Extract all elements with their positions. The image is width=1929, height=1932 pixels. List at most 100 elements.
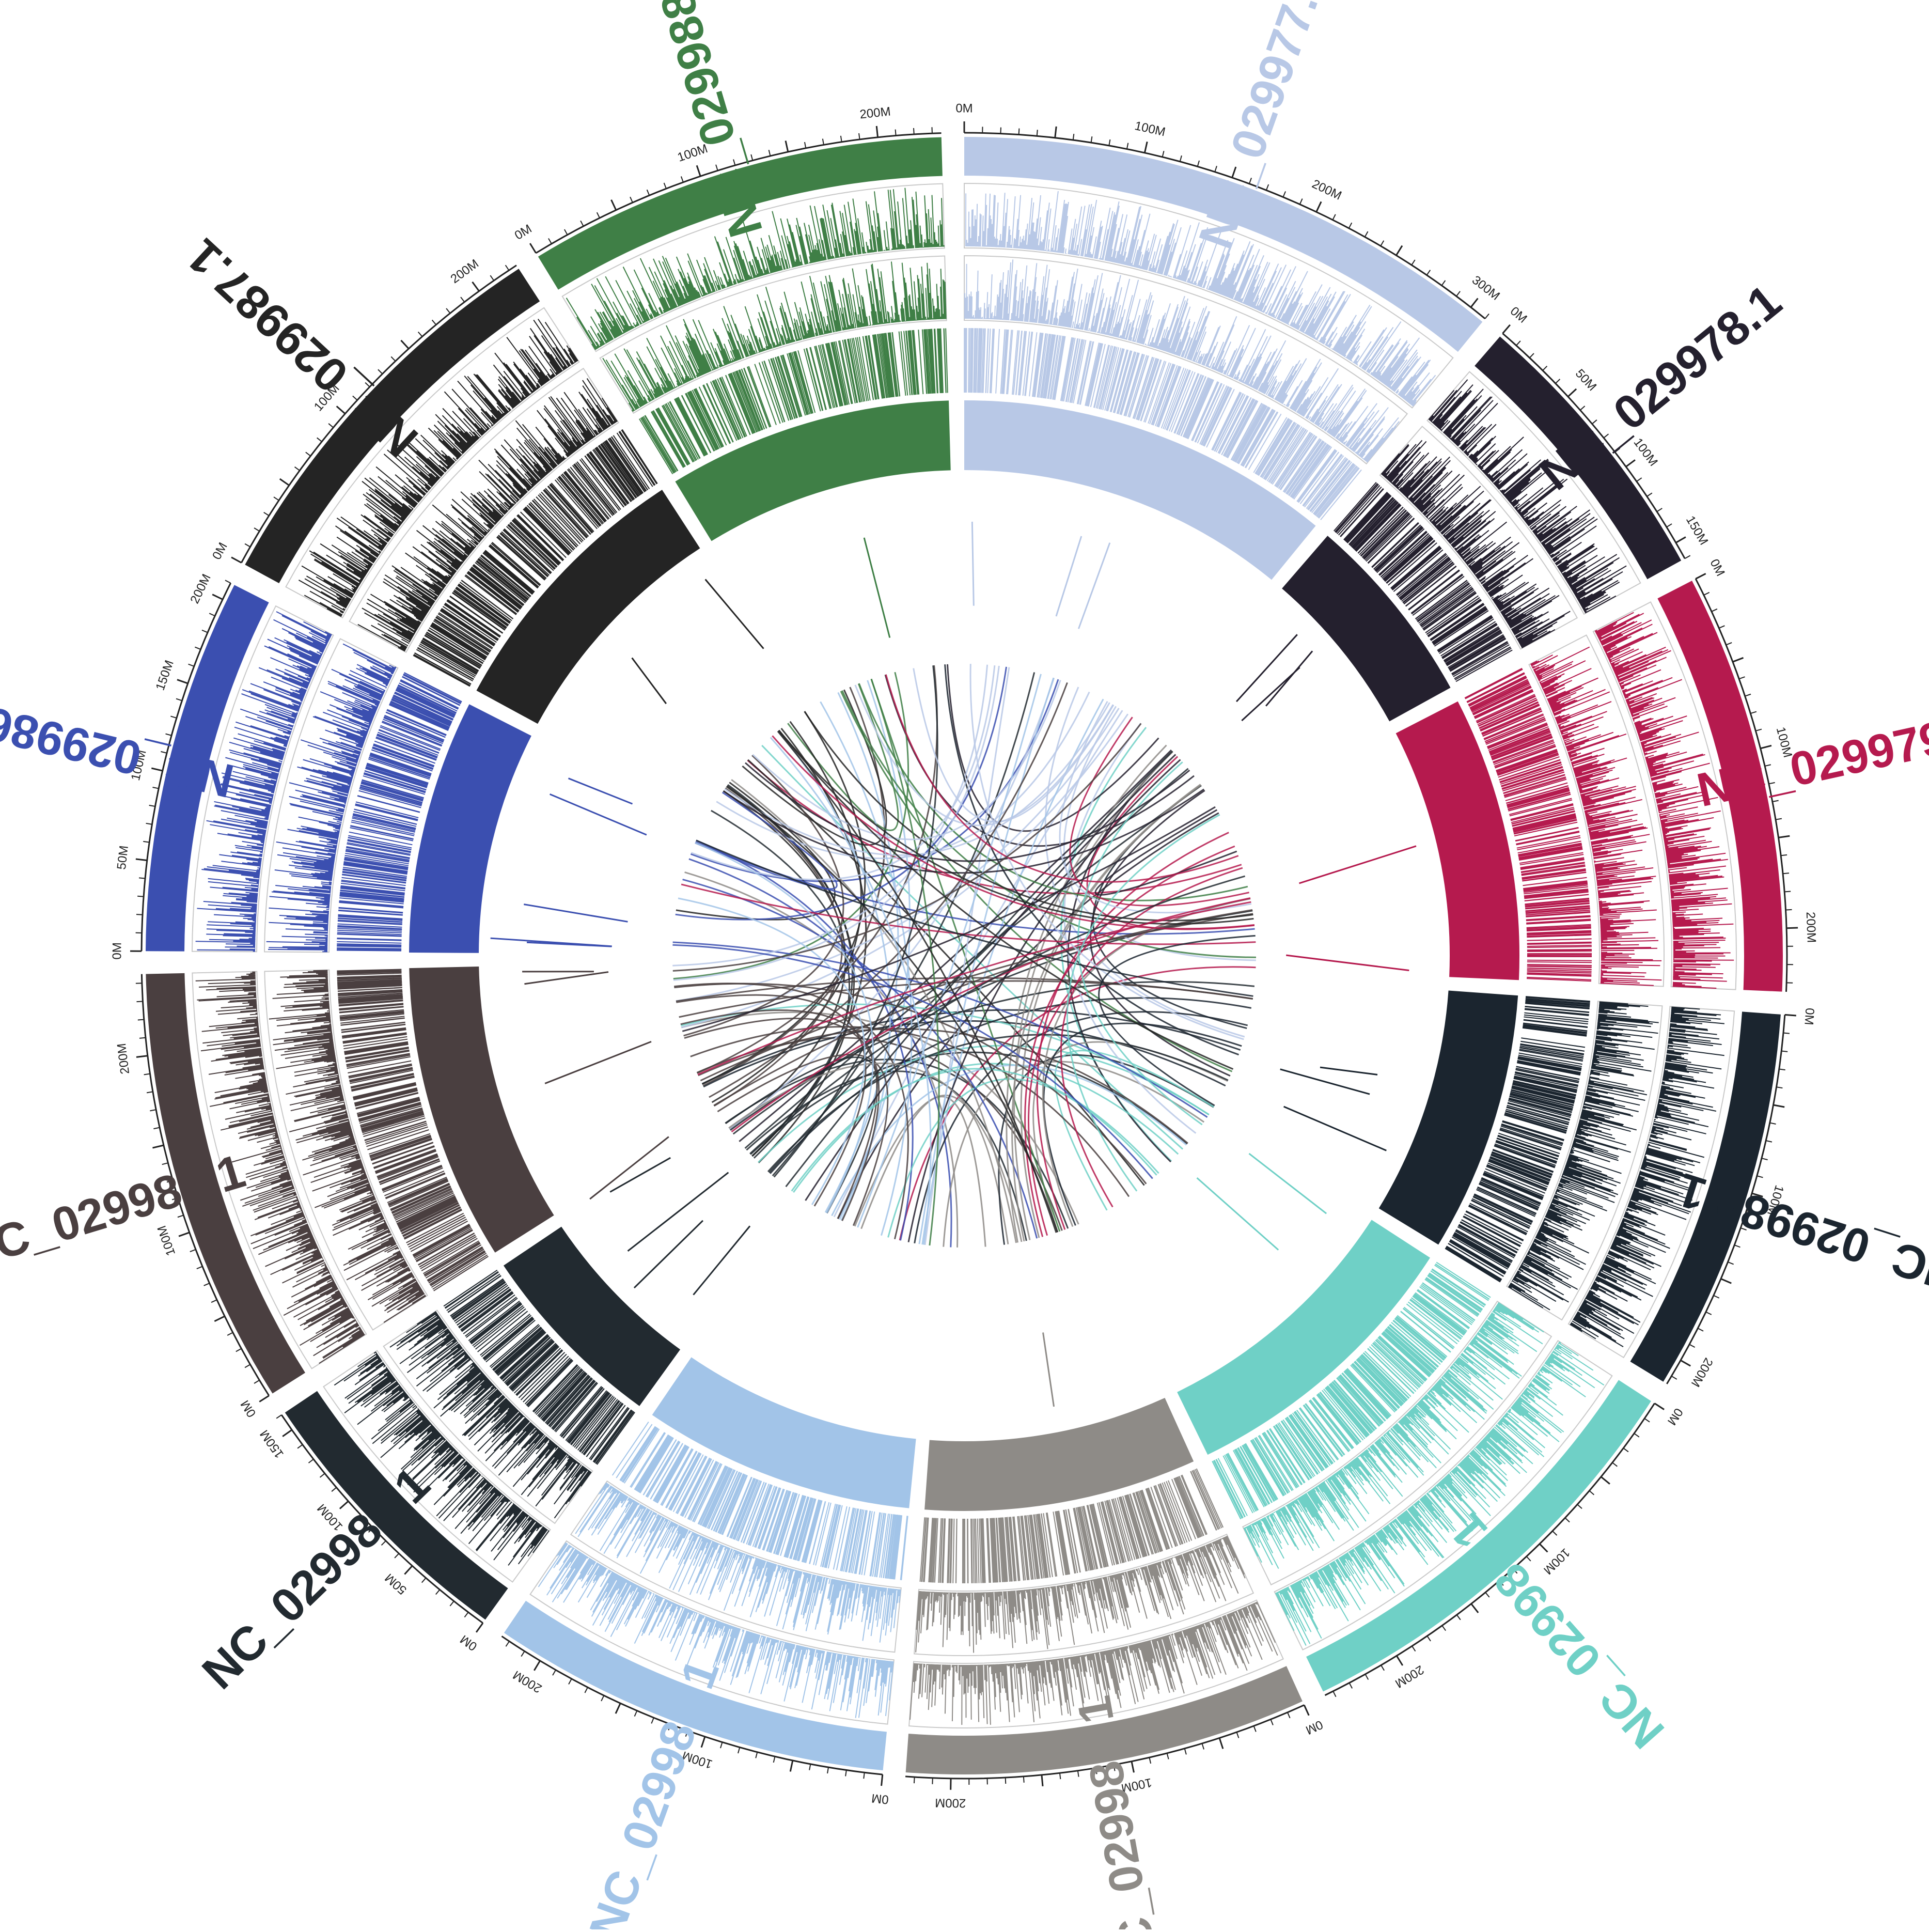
link-stub (590, 1137, 669, 1199)
tick-label: 0M (955, 101, 973, 115)
scale-tick (1167, 1753, 1169, 1759)
scale-tick (876, 126, 877, 137)
scale-tick (1037, 130, 1038, 136)
tick-label: 0M (1801, 1007, 1816, 1025)
link-stub (1299, 846, 1416, 883)
scale-tick (841, 136, 842, 142)
link-stub (864, 538, 890, 638)
scale-tick (1766, 1141, 1772, 1142)
scale-tick (195, 647, 200, 649)
link-stub (524, 905, 628, 922)
scale-tick (786, 141, 788, 151)
scale-tick (1721, 1279, 1731, 1284)
scale-tick (162, 1163, 168, 1164)
tick-label: 0M (512, 222, 535, 242)
scale-tick (1671, 1376, 1676, 1379)
scale-tick (585, 1687, 587, 1693)
scale-tick (149, 805, 155, 806)
scale-tick (1739, 677, 1745, 679)
scale-tick (1685, 555, 1690, 558)
scale-tick (1712, 609, 1717, 612)
link-stub (1320, 1067, 1377, 1074)
scale-tick (564, 229, 568, 235)
scale-tick (1516, 341, 1520, 346)
link-stub (1078, 543, 1110, 629)
scale-tick (1777, 1087, 1783, 1088)
scale-tick (227, 1333, 233, 1335)
scale-tick (1556, 379, 1560, 383)
scale-tick (1779, 836, 1790, 837)
scale-tick (332, 1487, 336, 1491)
scale-tick (1626, 460, 1635, 466)
scale-tick (506, 265, 509, 270)
link-stub (1249, 1154, 1326, 1213)
scale-tick (882, 1774, 883, 1786)
scale-tick (1783, 873, 1789, 874)
scale-tick (136, 859, 147, 861)
tick-label: 100M (1133, 119, 1167, 139)
scale-tick (1412, 1646, 1416, 1651)
scale-tick (1365, 231, 1368, 237)
scale-tick (790, 1760, 793, 1772)
link-stub (1056, 536, 1081, 616)
link-stub (693, 1226, 750, 1295)
scale-tick (1442, 1626, 1446, 1631)
scale-tick (769, 150, 771, 156)
scale-tick (245, 544, 250, 547)
scale-tick (1457, 1615, 1461, 1620)
scale-tick (1456, 291, 1460, 297)
scale-tick (143, 842, 149, 843)
scale-tick (276, 1415, 281, 1419)
scale-tick (1623, 1448, 1628, 1452)
scale-tick (651, 1718, 654, 1723)
scale-tick (395, 1553, 399, 1558)
tick-label: 0M (871, 1791, 889, 1806)
tick-label: 300M (1469, 273, 1502, 303)
scale-tick (1698, 1328, 1703, 1331)
scale-tick (211, 1300, 217, 1302)
link-stub (1266, 651, 1312, 706)
scale-tick (1073, 134, 1074, 140)
scale-tick (616, 1703, 620, 1713)
scale-tick (1785, 1015, 1796, 1016)
scale-tick (1219, 1738, 1223, 1749)
scale-tick (1019, 129, 1020, 135)
link-stub (632, 658, 666, 704)
tick-label: 0M (1508, 304, 1530, 326)
tick-label: 0M (110, 942, 124, 959)
scale-tick (1365, 1674, 1368, 1679)
scale-tick (823, 139, 824, 145)
scale-tick (1502, 325, 1510, 334)
scale-tick (1745, 694, 1751, 696)
scale-tick (630, 197, 633, 202)
scale-tick (1714, 1296, 1719, 1298)
tick-label: 200M (935, 1796, 966, 1810)
scale-tick (280, 479, 289, 486)
scale-tick (450, 1601, 453, 1606)
scale-tick (320, 1473, 325, 1477)
scale-tick (418, 332, 422, 337)
scale-tick (1530, 353, 1534, 358)
scale-tick (827, 1767, 828, 1773)
scale-tick (1427, 1636, 1431, 1641)
scale-tick (202, 630, 208, 633)
scale-tick (534, 1661, 540, 1671)
scale-tick (1000, 128, 1001, 134)
scale-tick (306, 452, 311, 456)
scale-tick (1198, 161, 1199, 167)
scale-tick (177, 680, 188, 683)
scale-tick (1109, 139, 1110, 146)
scale-tick (254, 528, 259, 531)
tick-label: 200M (511, 1668, 544, 1695)
scale-tick (1471, 298, 1478, 307)
scale-tick (1543, 366, 1547, 371)
scale-tick (1271, 1719, 1273, 1725)
scale-tick (1144, 142, 1147, 152)
scale-tick (214, 1316, 225, 1321)
scale-tick (1612, 1462, 1617, 1466)
scale-tick (1728, 1262, 1734, 1264)
scale-tick (530, 243, 536, 253)
scale-tick (1397, 1656, 1403, 1665)
